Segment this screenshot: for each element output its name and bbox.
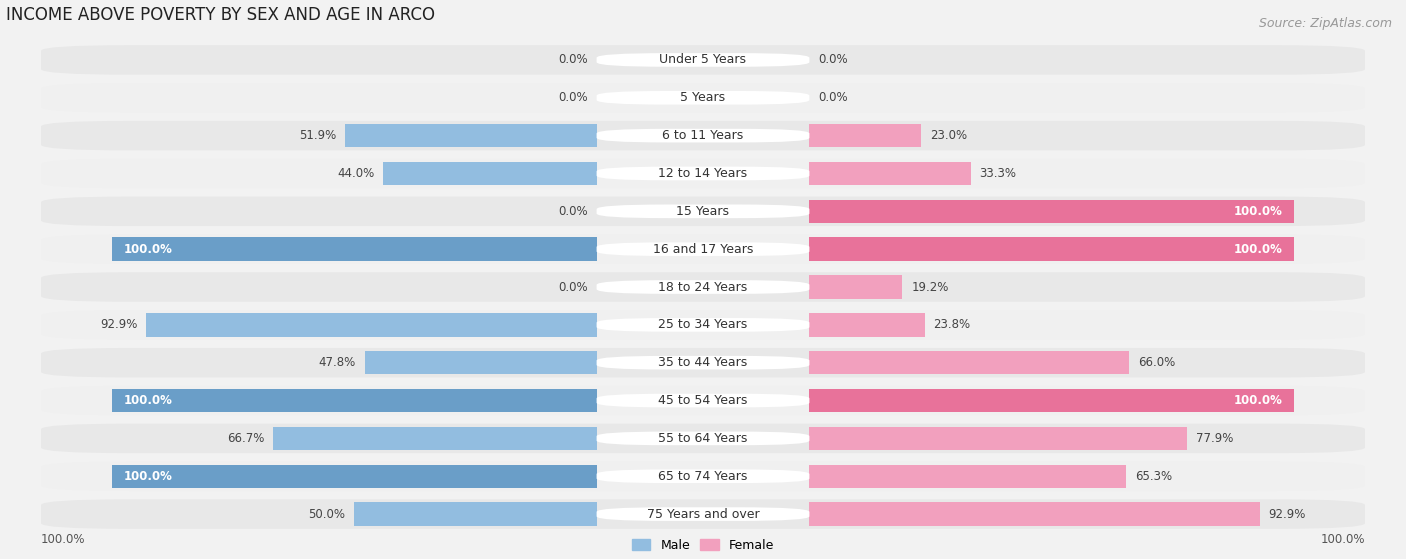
Text: 65 to 74 Years: 65 to 74 Years xyxy=(658,470,748,483)
FancyBboxPatch shape xyxy=(41,159,1365,188)
Bar xyxy=(810,275,903,299)
FancyBboxPatch shape xyxy=(596,205,810,218)
Text: 0.0%: 0.0% xyxy=(818,91,848,105)
Text: 12 to 14 Years: 12 to 14 Years xyxy=(658,167,748,180)
Bar xyxy=(112,389,596,413)
Text: 75 Years and over: 75 Years and over xyxy=(647,508,759,520)
Text: 92.9%: 92.9% xyxy=(1268,508,1306,520)
Text: 100.0%: 100.0% xyxy=(1233,243,1282,255)
Text: 100.0%: 100.0% xyxy=(1320,533,1365,546)
Text: 50.0%: 50.0% xyxy=(308,508,346,520)
Text: 77.9%: 77.9% xyxy=(1197,432,1233,445)
Bar xyxy=(354,503,596,526)
FancyBboxPatch shape xyxy=(596,280,810,294)
Bar xyxy=(810,465,1126,488)
Bar xyxy=(810,200,1294,223)
FancyBboxPatch shape xyxy=(596,243,810,256)
Text: Under 5 Years: Under 5 Years xyxy=(659,54,747,67)
Text: 0.0%: 0.0% xyxy=(558,281,588,293)
Text: 19.2%: 19.2% xyxy=(911,281,949,293)
FancyBboxPatch shape xyxy=(41,462,1365,491)
FancyBboxPatch shape xyxy=(596,129,810,143)
Text: 23.0%: 23.0% xyxy=(929,129,967,142)
FancyBboxPatch shape xyxy=(596,318,810,331)
Bar xyxy=(810,389,1294,413)
Text: 44.0%: 44.0% xyxy=(337,167,374,180)
Text: 35 to 44 Years: 35 to 44 Years xyxy=(658,356,748,369)
FancyBboxPatch shape xyxy=(41,348,1365,377)
FancyBboxPatch shape xyxy=(596,91,810,105)
Text: 6 to 11 Years: 6 to 11 Years xyxy=(662,129,744,142)
Text: 15 Years: 15 Years xyxy=(676,205,730,218)
Bar xyxy=(810,162,970,185)
Text: 33.3%: 33.3% xyxy=(980,167,1017,180)
FancyBboxPatch shape xyxy=(41,121,1365,150)
Bar xyxy=(146,313,596,337)
Text: 100.0%: 100.0% xyxy=(41,533,86,546)
Text: 23.8%: 23.8% xyxy=(934,319,970,331)
Text: 0.0%: 0.0% xyxy=(818,54,848,67)
Legend: Male, Female: Male, Female xyxy=(627,534,779,557)
Text: 25 to 34 Years: 25 to 34 Years xyxy=(658,319,748,331)
FancyBboxPatch shape xyxy=(41,83,1365,112)
Text: 100.0%: 100.0% xyxy=(1233,394,1282,407)
FancyBboxPatch shape xyxy=(596,356,810,369)
FancyBboxPatch shape xyxy=(596,507,810,521)
Text: 92.9%: 92.9% xyxy=(100,319,138,331)
Bar xyxy=(810,351,1129,375)
Text: 51.9%: 51.9% xyxy=(299,129,336,142)
Text: 100.0%: 100.0% xyxy=(124,470,173,483)
FancyBboxPatch shape xyxy=(41,386,1365,415)
Text: 47.8%: 47.8% xyxy=(319,356,356,369)
Bar xyxy=(810,238,1294,261)
FancyBboxPatch shape xyxy=(596,470,810,483)
Text: 100.0%: 100.0% xyxy=(1233,205,1282,218)
Bar xyxy=(810,503,1260,526)
Bar xyxy=(112,238,596,261)
Bar xyxy=(810,124,921,148)
Bar xyxy=(384,162,596,185)
Text: Source: ZipAtlas.com: Source: ZipAtlas.com xyxy=(1258,17,1392,30)
Bar xyxy=(112,465,596,488)
FancyBboxPatch shape xyxy=(596,53,810,67)
FancyBboxPatch shape xyxy=(596,394,810,408)
FancyBboxPatch shape xyxy=(41,272,1365,302)
Text: 65.3%: 65.3% xyxy=(1135,470,1171,483)
Text: 66.7%: 66.7% xyxy=(228,432,264,445)
FancyBboxPatch shape xyxy=(41,45,1365,75)
Text: 18 to 24 Years: 18 to 24 Years xyxy=(658,281,748,293)
Bar xyxy=(366,351,596,375)
Bar xyxy=(810,313,925,337)
Bar xyxy=(344,124,596,148)
Text: 5 Years: 5 Years xyxy=(681,91,725,105)
Text: INCOME ABOVE POVERTY BY SEX AND AGE IN ARCO: INCOME ABOVE POVERTY BY SEX AND AGE IN A… xyxy=(6,6,434,23)
FancyBboxPatch shape xyxy=(596,432,810,445)
Text: 0.0%: 0.0% xyxy=(558,54,588,67)
FancyBboxPatch shape xyxy=(41,424,1365,453)
FancyBboxPatch shape xyxy=(41,310,1365,340)
Text: 100.0%: 100.0% xyxy=(124,243,173,255)
Text: 100.0%: 100.0% xyxy=(124,394,173,407)
FancyBboxPatch shape xyxy=(41,197,1365,226)
FancyBboxPatch shape xyxy=(41,499,1365,529)
FancyBboxPatch shape xyxy=(596,167,810,181)
Text: 55 to 64 Years: 55 to 64 Years xyxy=(658,432,748,445)
Text: 0.0%: 0.0% xyxy=(558,91,588,105)
Text: 16 and 17 Years: 16 and 17 Years xyxy=(652,243,754,255)
Text: 66.0%: 66.0% xyxy=(1137,356,1175,369)
Text: 0.0%: 0.0% xyxy=(558,205,588,218)
Bar xyxy=(810,427,1187,450)
Text: 45 to 54 Years: 45 to 54 Years xyxy=(658,394,748,407)
FancyBboxPatch shape xyxy=(41,234,1365,264)
Bar xyxy=(273,427,596,450)
